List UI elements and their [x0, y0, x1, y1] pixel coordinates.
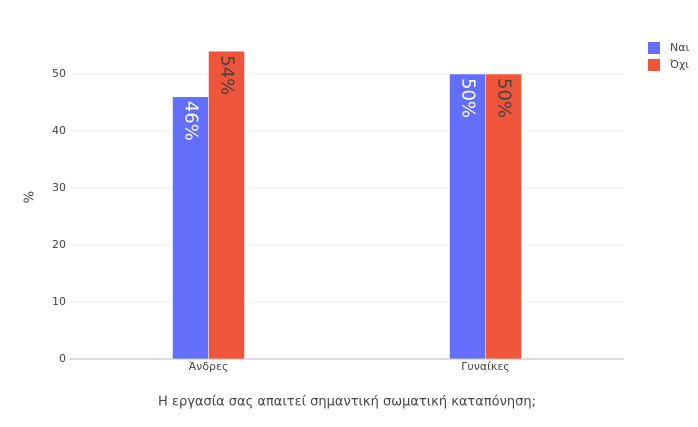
y-tick-label: 50	[52, 67, 66, 80]
data-label: 54%	[217, 55, 238, 95]
x-axis-title: Η εργασία σας απαιτεί σημαντική σωματική…	[158, 395, 536, 410]
legend-swatch	[648, 59, 660, 71]
y-tick-label: 40	[52, 124, 66, 137]
y-tick-label: 0	[59, 352, 66, 365]
bar	[208, 50, 245, 360]
data-label: 50%	[494, 78, 515, 118]
x-tick-label: Άνδρες	[189, 360, 229, 373]
y-axis-title: %	[23, 191, 38, 203]
data-label: 50%	[458, 78, 479, 118]
y-tick-label: 10	[52, 295, 66, 308]
legend-label: Όχι	[669, 58, 689, 71]
bar	[485, 73, 522, 360]
y-tick-label: 20	[52, 238, 66, 251]
legend-label: Ναι	[670, 41, 689, 54]
x-tick-label: Γυναίκες	[461, 360, 510, 373]
y-tick-label: 30	[52, 181, 66, 194]
legend-swatch	[648, 42, 660, 54]
data-label: 46%	[181, 101, 202, 141]
bar	[172, 96, 209, 360]
